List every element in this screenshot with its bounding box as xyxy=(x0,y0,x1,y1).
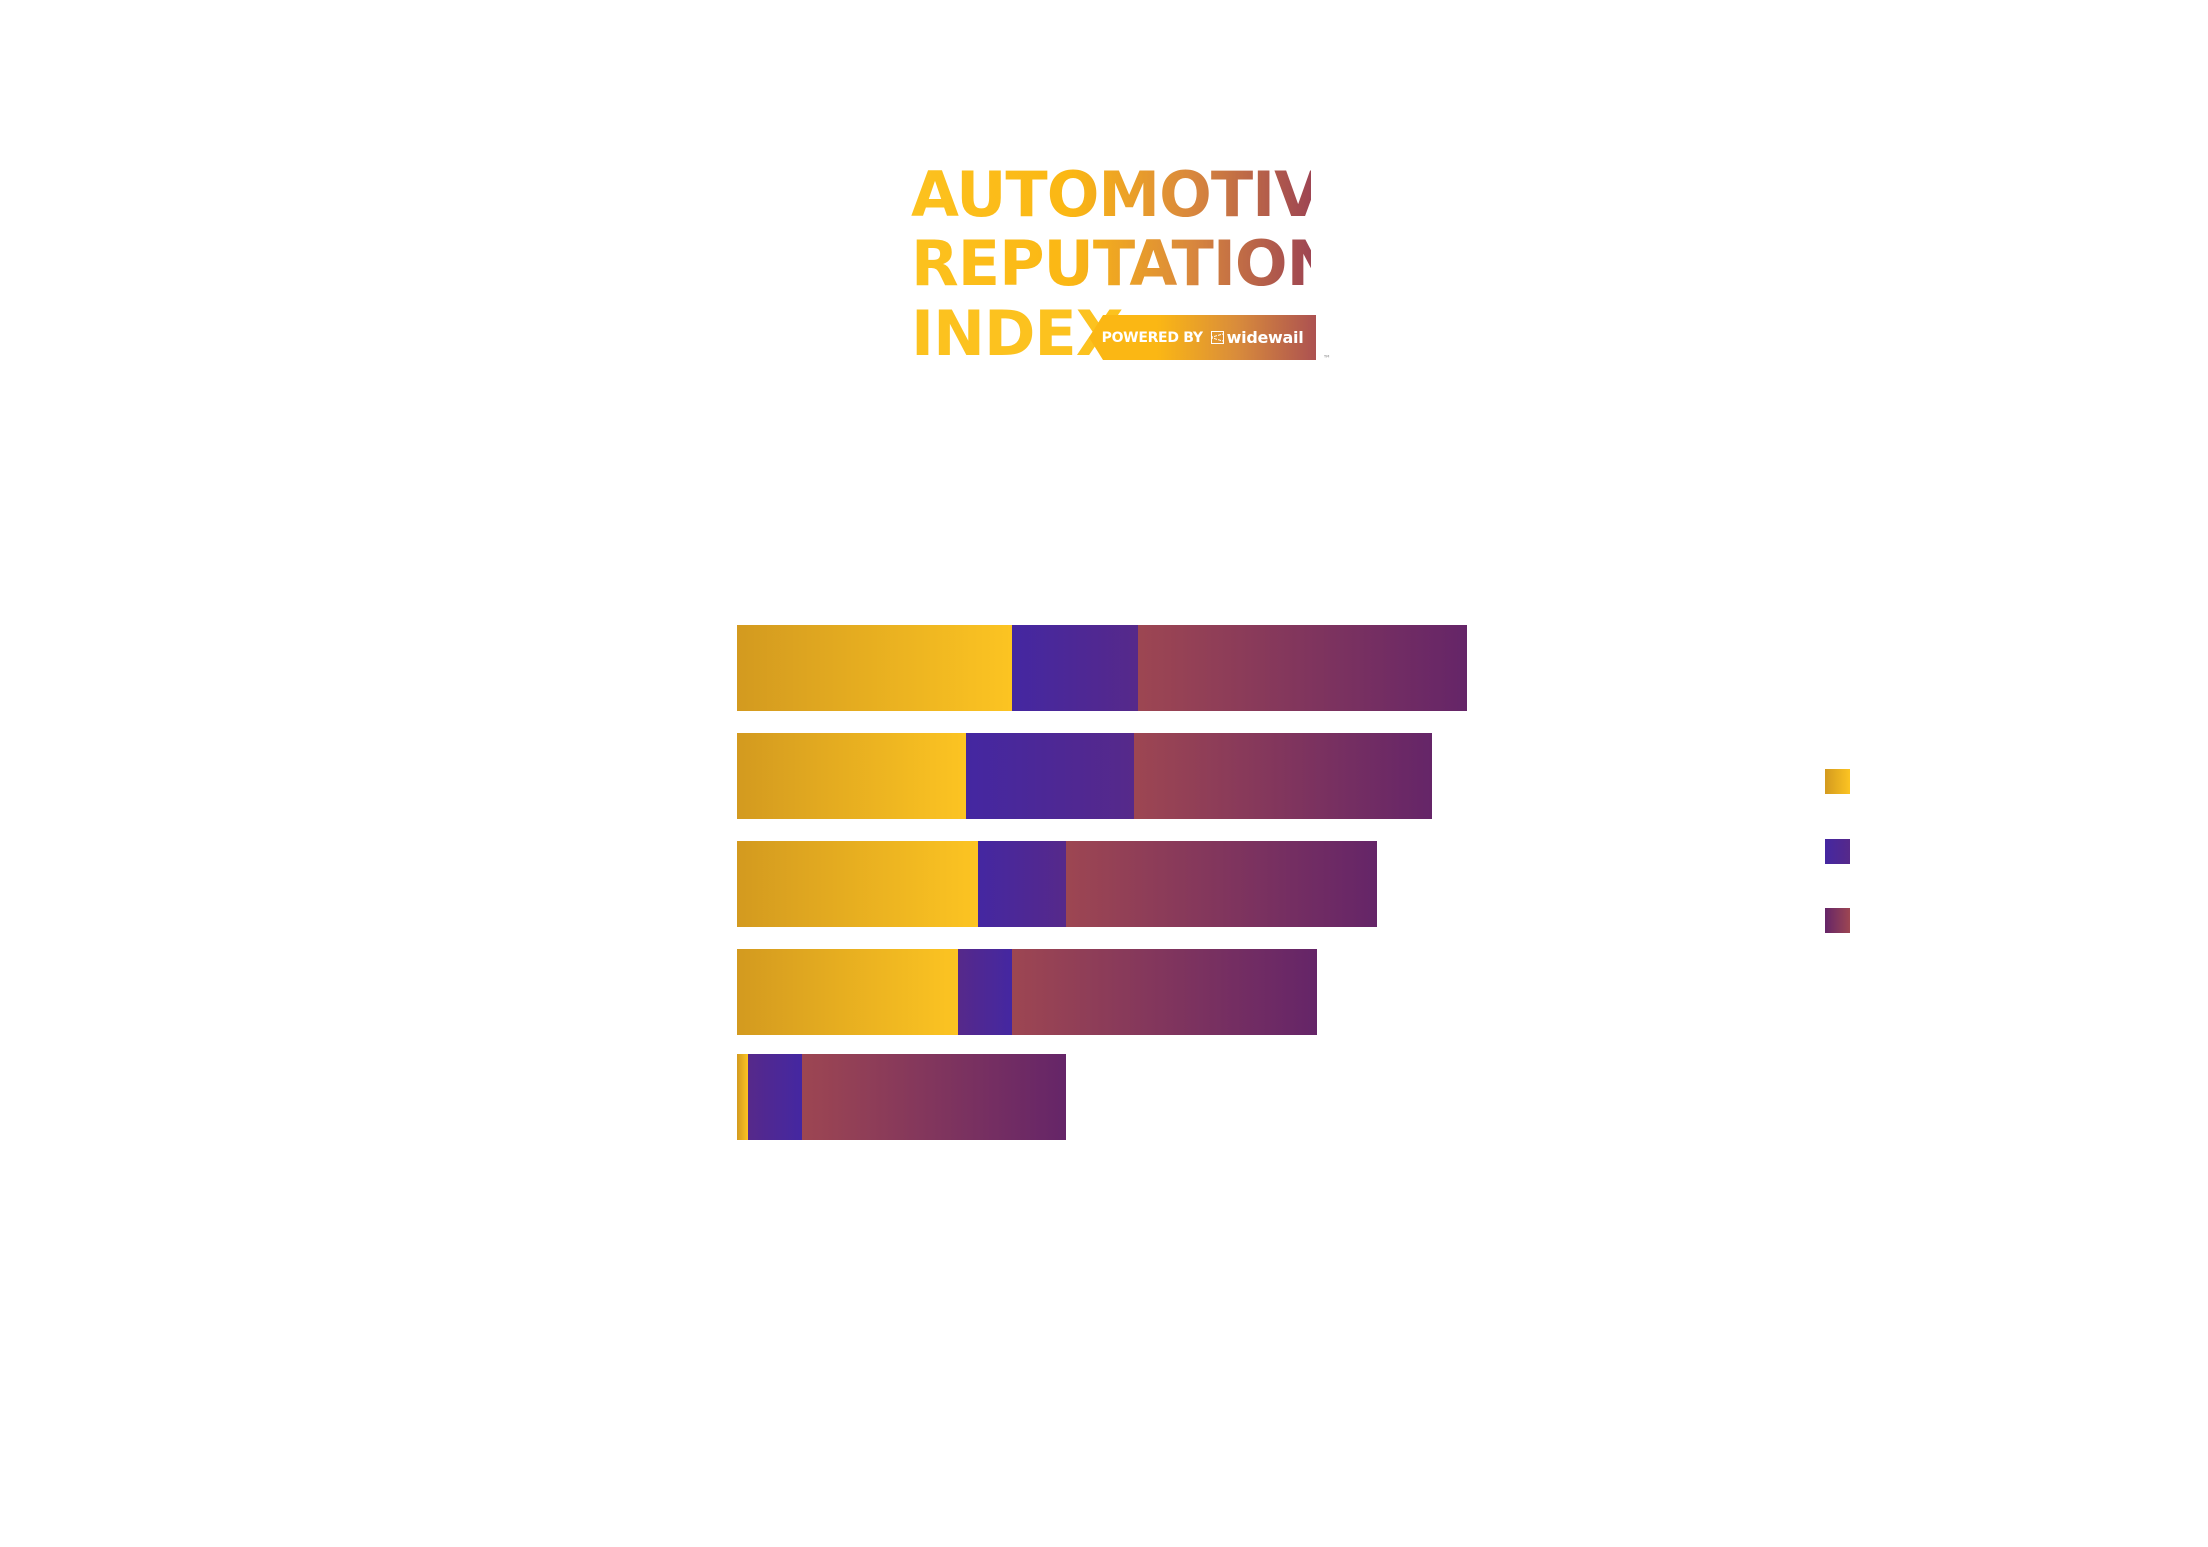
bar-segment-mauve xyxy=(1012,949,1317,1035)
widewail-brand: widewail xyxy=(1210,328,1304,347)
powered-by-label: POWERED BY xyxy=(1101,329,1203,346)
bar-row-4 xyxy=(737,949,1317,1035)
legend-swatch-purple xyxy=(1825,839,1850,864)
bar-segment-gold xyxy=(737,625,1012,711)
bar-row-1 xyxy=(737,625,1467,711)
bar-segment-gold xyxy=(737,1054,748,1140)
bar-segment-purple xyxy=(978,841,1066,927)
logo-line-automotive: AUTOMOTIVE xyxy=(911,158,1364,231)
bar-segment-purple xyxy=(958,949,1012,1035)
bar-segment-gold xyxy=(737,949,958,1035)
bar-segment-purple xyxy=(1012,625,1138,711)
bar-segment-gold xyxy=(737,841,978,927)
bar-segment-purple xyxy=(748,1054,802,1140)
bar-segment-purple xyxy=(966,733,1134,819)
widewail-logo-icon xyxy=(1210,331,1224,344)
bar-segment-mauve xyxy=(1138,625,1467,711)
bar-row-5 xyxy=(737,1054,1066,1140)
bar-segment-mauve xyxy=(802,1054,1066,1140)
logo-line-index: INDEX xyxy=(911,297,1124,370)
legend-swatch-gold xyxy=(1825,769,1850,794)
trademark-symbol: ™ xyxy=(1323,354,1331,363)
legend-swatch-mauve xyxy=(1825,908,1850,933)
automotive-reputation-index-logo: AUTOMOTIVE REPUTATION INDEX POWERED BY w… xyxy=(911,158,1364,374)
bar-segment-gold xyxy=(737,733,966,819)
logo-line-reputation: REPUTATION xyxy=(911,227,1338,300)
bar-segment-mauve xyxy=(1134,733,1432,819)
bar-row-2 xyxy=(737,733,1432,819)
bar-row-3 xyxy=(737,841,1377,927)
widewail-wordmark: widewail xyxy=(1226,328,1304,347)
bar-segment-mauve xyxy=(1066,841,1377,927)
powered-by-badge: POWERED BY widewail xyxy=(1089,315,1316,360)
